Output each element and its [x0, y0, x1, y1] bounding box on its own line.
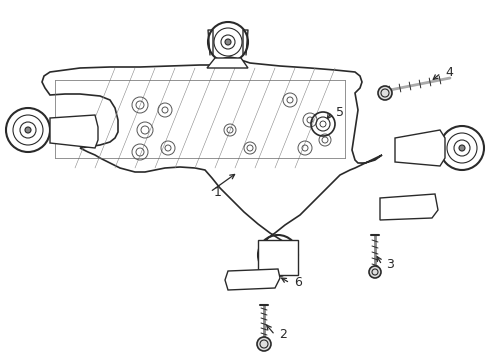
Circle shape — [369, 266, 381, 278]
Text: 6: 6 — [294, 276, 302, 289]
Text: 4: 4 — [445, 67, 453, 80]
Circle shape — [378, 86, 392, 100]
Text: 5: 5 — [336, 105, 344, 118]
Polygon shape — [225, 269, 280, 290]
Circle shape — [225, 39, 231, 45]
Circle shape — [25, 127, 31, 133]
Circle shape — [257, 337, 271, 351]
Text: 2: 2 — [279, 328, 287, 342]
Text: 7: 7 — [411, 199, 419, 212]
Polygon shape — [50, 115, 98, 148]
Polygon shape — [207, 58, 248, 68]
Circle shape — [459, 145, 465, 151]
Text: 1: 1 — [214, 185, 222, 198]
Polygon shape — [258, 240, 298, 275]
Polygon shape — [380, 194, 438, 220]
Polygon shape — [395, 130, 445, 166]
Polygon shape — [42, 57, 382, 276]
Text: 3: 3 — [386, 258, 394, 271]
